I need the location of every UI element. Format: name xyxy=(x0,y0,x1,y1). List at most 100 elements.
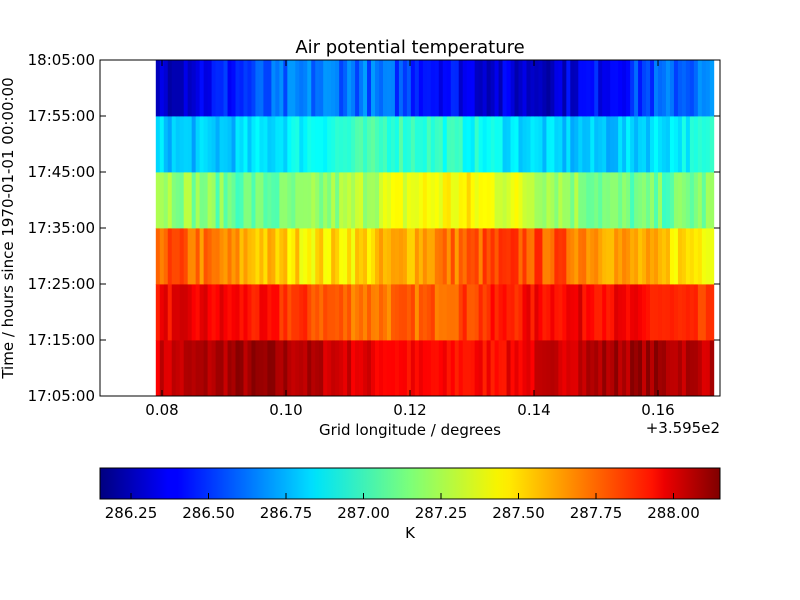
heatmap-cell xyxy=(614,340,619,397)
heatmap-cell xyxy=(482,60,488,117)
heatmap-cell xyxy=(422,116,428,173)
heatmap-cell xyxy=(167,228,173,285)
heatmap-cell xyxy=(255,284,260,341)
heatmap-cell xyxy=(697,340,703,397)
heatmap-cell xyxy=(394,340,400,397)
heatmap-cell xyxy=(586,172,591,229)
heatmap-cell xyxy=(398,228,404,285)
heatmap-cell xyxy=(689,284,695,341)
heatmap-cell xyxy=(598,228,603,285)
y-tick-label: 17:35:00 xyxy=(28,219,95,237)
heatmap-cell xyxy=(654,116,659,173)
heatmap-cell xyxy=(271,228,276,285)
heatmap-cell xyxy=(574,60,579,117)
heatmap-cell xyxy=(689,172,695,229)
heatmap-cell xyxy=(159,228,165,285)
heatmap-cell xyxy=(367,172,372,229)
colorbar-tick-label: 287.50 xyxy=(492,504,545,522)
heatmap-cell xyxy=(239,228,244,285)
heatmap-cell xyxy=(379,116,384,173)
heatmap-cell xyxy=(231,116,236,173)
y-tick-label: 17:45:00 xyxy=(28,163,95,181)
heatmap-cell xyxy=(681,172,687,229)
heatmap-cell xyxy=(466,284,472,341)
heatmap-cell xyxy=(410,340,416,397)
x-tick-label: 0.14 xyxy=(517,401,550,419)
heatmap-cell xyxy=(558,340,563,397)
heatmap-cell xyxy=(598,340,603,397)
heatmap-cell xyxy=(315,340,320,397)
heatmap-cell xyxy=(578,340,583,397)
heatmap-cell xyxy=(414,172,420,229)
heatmap-cell xyxy=(371,116,376,173)
heatmap-cell xyxy=(486,340,491,397)
heatmap-cell xyxy=(462,228,468,285)
heatmap-cell xyxy=(267,116,272,173)
heatmap-cell xyxy=(371,228,376,285)
heatmap-cell xyxy=(171,116,177,173)
heatmap-cell xyxy=(434,116,440,173)
heatmap-cell xyxy=(594,284,599,341)
heatmap-cell xyxy=(295,116,300,173)
heatmap-cell xyxy=(203,228,209,285)
heatmap-cell xyxy=(211,116,216,173)
heatmap-cell xyxy=(247,228,252,285)
heatmap-cell xyxy=(359,116,364,173)
heatmap-cell xyxy=(339,284,344,341)
heatmap-cell xyxy=(502,116,507,173)
heatmap-cell xyxy=(614,228,619,285)
heatmap-cell xyxy=(367,116,372,173)
heatmap-cell xyxy=(327,284,332,341)
heatmap-cell xyxy=(502,172,507,229)
heatmap-cell xyxy=(486,60,491,117)
heatmap-cell xyxy=(434,172,440,229)
heatmap-cell xyxy=(650,228,655,285)
heatmap-cell xyxy=(239,284,244,341)
heatmap-cell xyxy=(363,284,368,341)
heatmap-cell xyxy=(303,60,308,117)
heatmap-cell xyxy=(235,116,240,173)
heatmap-cell xyxy=(386,172,392,229)
heatmap-cell xyxy=(458,284,464,341)
heatmap-cell xyxy=(275,116,280,173)
heatmap-cell xyxy=(355,228,360,285)
heatmap-cell xyxy=(582,340,587,397)
heatmap-cell xyxy=(227,228,232,285)
heatmap-cell xyxy=(514,228,519,285)
heatmap-cell xyxy=(351,60,356,117)
heatmap-cell xyxy=(626,116,631,173)
heatmap-cell xyxy=(199,284,205,341)
heatmap-cell xyxy=(414,60,420,117)
heatmap-cell xyxy=(554,228,559,285)
heatmap-cell xyxy=(693,228,699,285)
heatmap-cell xyxy=(642,340,647,397)
heatmap-cell xyxy=(701,116,707,173)
heatmap-cell xyxy=(227,340,232,397)
heatmap-cell xyxy=(355,284,360,341)
heatmap-cell xyxy=(163,340,169,397)
heatmap-cell xyxy=(167,60,173,117)
heatmap-cell xyxy=(566,284,571,341)
heatmap-cell xyxy=(677,172,683,229)
heatmap-cell xyxy=(303,340,308,397)
heatmap-cell xyxy=(582,228,587,285)
heatmap-cell xyxy=(406,172,412,229)
heatmap-cell xyxy=(191,116,197,173)
heatmap-cell xyxy=(406,60,412,117)
heatmap-cell xyxy=(534,172,539,229)
heatmap-cell xyxy=(375,284,380,341)
heatmap-cell xyxy=(506,172,511,229)
heatmap-cell xyxy=(530,116,535,173)
heatmap-cell xyxy=(311,284,316,341)
heatmap-cell xyxy=(658,116,663,173)
heatmap-cell xyxy=(239,60,244,117)
heatmap-cell xyxy=(578,284,583,341)
y-axis-label: Time / hours since 1970-01-01 00:00:00 xyxy=(0,77,17,379)
heatmap-cell xyxy=(658,228,663,285)
heatmap-cell xyxy=(622,60,627,117)
heatmap-cell xyxy=(685,228,691,285)
heatmap-cell xyxy=(195,116,201,173)
heatmap-cell xyxy=(566,116,571,173)
heatmap-cell xyxy=(231,228,236,285)
heatmap-cell xyxy=(685,172,691,229)
